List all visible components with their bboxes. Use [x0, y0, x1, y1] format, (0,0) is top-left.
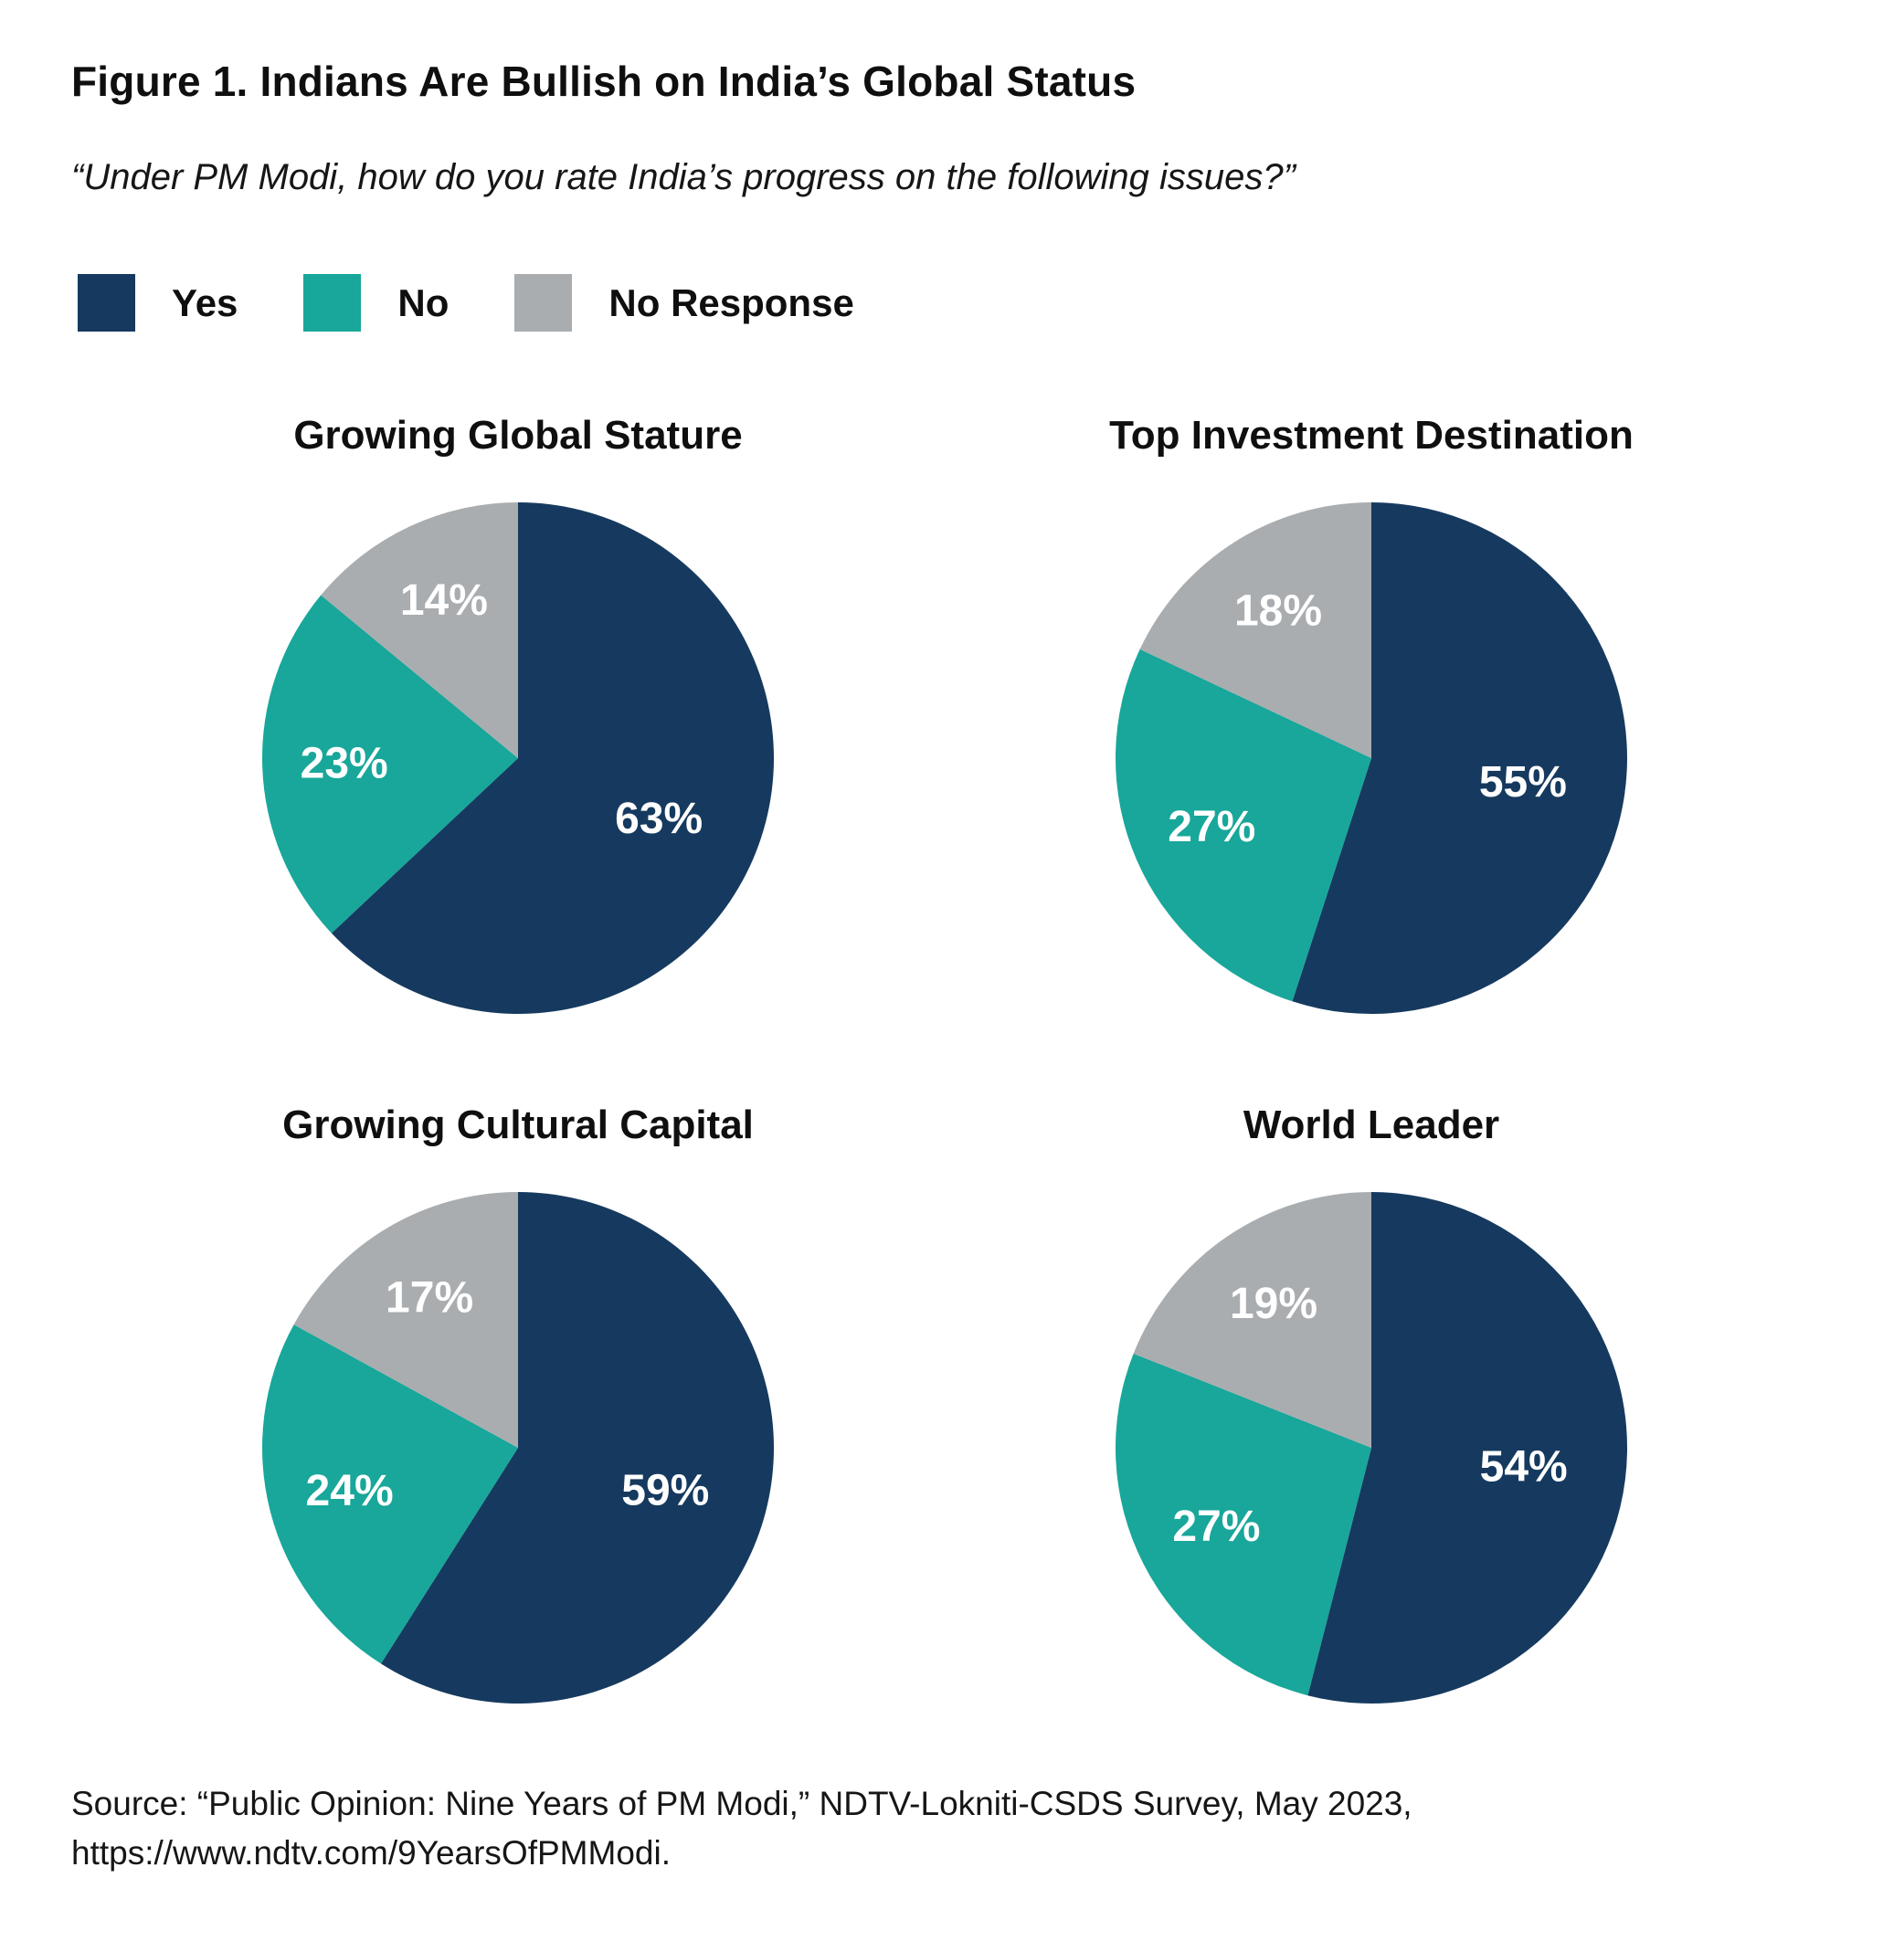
slice-yes — [331, 502, 775, 1014]
pie-svg: 59% 24% 17% — [261, 1192, 775, 1704]
pie-chart-growing-cultural-capital: Growing Cultural Capital 59% 24% 17% — [91, 1102, 945, 1705]
legend-item-no-response: No Response — [514, 274, 854, 332]
source-line2: https://www.ndtv.com/9YearsOfPMModi. — [71, 1833, 671, 1872]
legend-label: Yes — [172, 280, 238, 324]
slice-label: 24% — [306, 1467, 394, 1515]
slice-label: 63% — [615, 795, 703, 843]
legend-item-no: No — [303, 274, 449, 332]
pie-svg: 54% 27% 19% — [1116, 1192, 1628, 1704]
slice-no-response — [293, 1192, 518, 1448]
chart-title: Top Investment Destination — [1109, 413, 1634, 458]
slice-no-response — [1139, 502, 1371, 758]
slice-no — [262, 595, 518, 934]
legend-label: No Response — [608, 280, 854, 324]
slice-yes — [1307, 1192, 1628, 1704]
pie-svg: 63% 23% 14% — [262, 502, 775, 1014]
slice-label: 18% — [1234, 587, 1322, 636]
slice-yes — [380, 1192, 775, 1704]
source-note: Source: “Public Opinion: Nine Years of P… — [71, 1779, 1412, 1877]
survey-question: “Under PM Modi, how do you rate India’s … — [71, 157, 1296, 197]
slice-no — [1115, 649, 1371, 1002]
pie-chart-growing-global-stature: Growing Global Stature 63% 23% 14% — [91, 413, 945, 1016]
charts-grid: Growing Global Stature 63% 23% 14% Top Inves… — [91, 413, 1798, 1705]
slice-label: 23% — [301, 740, 388, 788]
legend: Yes No No Response — [78, 274, 854, 332]
slice-no-response — [321, 502, 518, 758]
slice-label: 17% — [386, 1274, 473, 1323]
pie-chart-top-investment-destination: Top Investment Destination 55% 27% 18% — [945, 413, 1798, 1016]
slice-label: 27% — [1172, 1503, 1260, 1551]
source-line1: Source: “Public Opinion: Nine Years of P… — [71, 1785, 1412, 1822]
no-swatch — [303, 274, 362, 332]
slice-label: 59% — [621, 1466, 709, 1514]
slice-label: 54% — [1480, 1443, 1568, 1492]
figure-title: Figure 1. Indians Are Bullish on India’s… — [71, 58, 1137, 105]
legend-label: No — [397, 280, 450, 324]
chart-title: World Leader — [1243, 1102, 1500, 1147]
slice-label: 27% — [1168, 803, 1255, 851]
slice-no-response — [1133, 1192, 1371, 1448]
yes-swatch — [78, 274, 135, 332]
slice-label: 55% — [1479, 758, 1567, 807]
pie-svg: 55% 27% 18% — [1115, 502, 1627, 1014]
slice-no — [261, 1324, 518, 1664]
no-response-swatch — [514, 274, 573, 332]
slice-yes — [1292, 502, 1627, 1014]
slice-label: 14% — [400, 576, 488, 625]
chart-title: Growing Global Stature — [293, 413, 743, 458]
slice-no — [1116, 1353, 1371, 1696]
chart-title: Growing Cultural Capital — [282, 1102, 754, 1147]
legend-item-yes: Yes — [78, 274, 238, 332]
pie-chart-world-leader: World Leader 54% 27% 19% — [945, 1102, 1798, 1705]
slice-label: 19% — [1230, 1280, 1317, 1328]
